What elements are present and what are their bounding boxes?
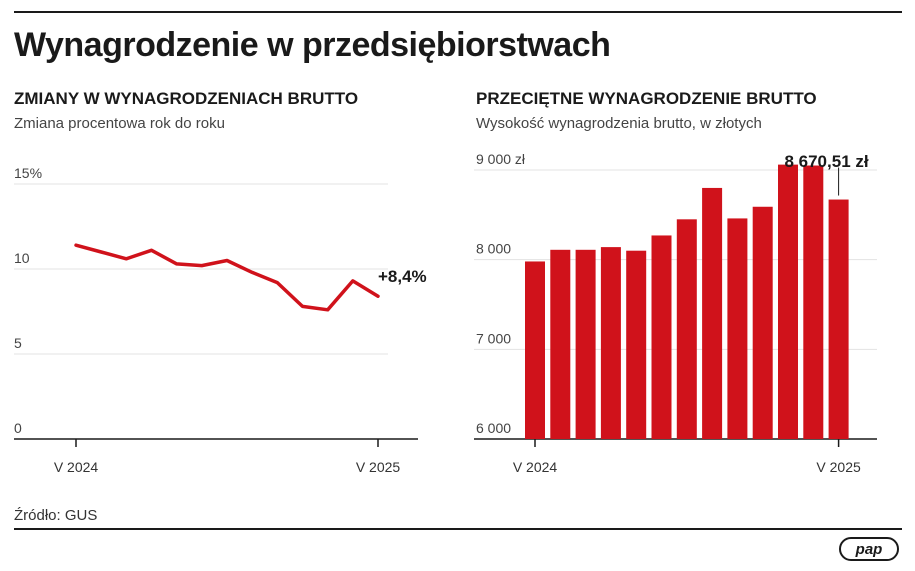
source-note: Źródło: GUS — [14, 507, 98, 524]
bar-chart-x-tick-label: V 2024 — [513, 459, 558, 475]
line-chart-subtitle: Zmiana procentowa rok do roku — [14, 115, 225, 132]
line-chart-x-tick-label: V 2024 — [54, 459, 99, 475]
bar-chart-bar — [752, 206, 773, 439]
bar-chart-bar — [803, 165, 824, 439]
bar-chart-bar — [626, 250, 647, 439]
bar-chart-bar — [676, 219, 697, 439]
bar-chart-y-tick-label: 8 000 — [476, 241, 511, 257]
bar-chart-bar — [550, 249, 571, 439]
bar-chart-bar — [575, 249, 596, 439]
bar-chart-bar — [727, 218, 748, 439]
line-chart-series — [74, 243, 380, 312]
bar-chart-y-tick-label: 7 000 — [476, 330, 511, 346]
top-rule — [14, 11, 902, 13]
line-chart-x-tick-label: V 2025 — [356, 459, 401, 475]
line-chart: 0 5 10 15% V 2024 V 2025 +8,4% — [14, 165, 427, 475]
bar-chart: 6 000 7 000 8 000 9 000 zł V 2024 V 2025 8 670… — [474, 151, 877, 475]
bar-chart-bar — [600, 247, 621, 439]
pap-logo-text: pap — [855, 541, 883, 558]
bar-chart-y-tick-label: 9 000 zł — [476, 151, 526, 167]
bar-chart-x-tick-label: V 2025 — [816, 459, 861, 475]
line-chart-y-tick-label: 5 — [14, 335, 22, 351]
bar-chart-title: PRZECIĘTNE WYNAGRODZENIE BRUTTO — [476, 89, 817, 108]
bar-chart-subtitle: Wysokość wynagrodzenia brutto, w złotych — [476, 115, 762, 132]
bottom-rule — [14, 528, 902, 530]
bar-chart-y-tick-label: 6 000 — [476, 420, 511, 436]
bar-chart-bar — [651, 235, 672, 439]
line-chart-y-tick-label: 10 — [14, 250, 30, 266]
bar-chart-bar — [828, 199, 849, 439]
line-chart-y-tick-label: 0 — [14, 420, 22, 436]
page-title: Wynagrodzenie w przedsiębiorstwach — [14, 26, 611, 64]
bar-chart-bar — [702, 187, 723, 439]
line-chart-y-tick-label: 15% — [14, 165, 42, 181]
pap-logo: pap — [839, 537, 899, 561]
line-chart-annotation: +8,4% — [378, 267, 427, 286]
bar-chart-bar — [525, 261, 545, 439]
bar-chart-annotation: 8 670,51 zł — [784, 152, 868, 171]
line-chart-title: ZMIANY W WYNAGRODZENIACH BRUTTO — [14, 89, 359, 108]
bar-chart-bar — [778, 164, 798, 439]
